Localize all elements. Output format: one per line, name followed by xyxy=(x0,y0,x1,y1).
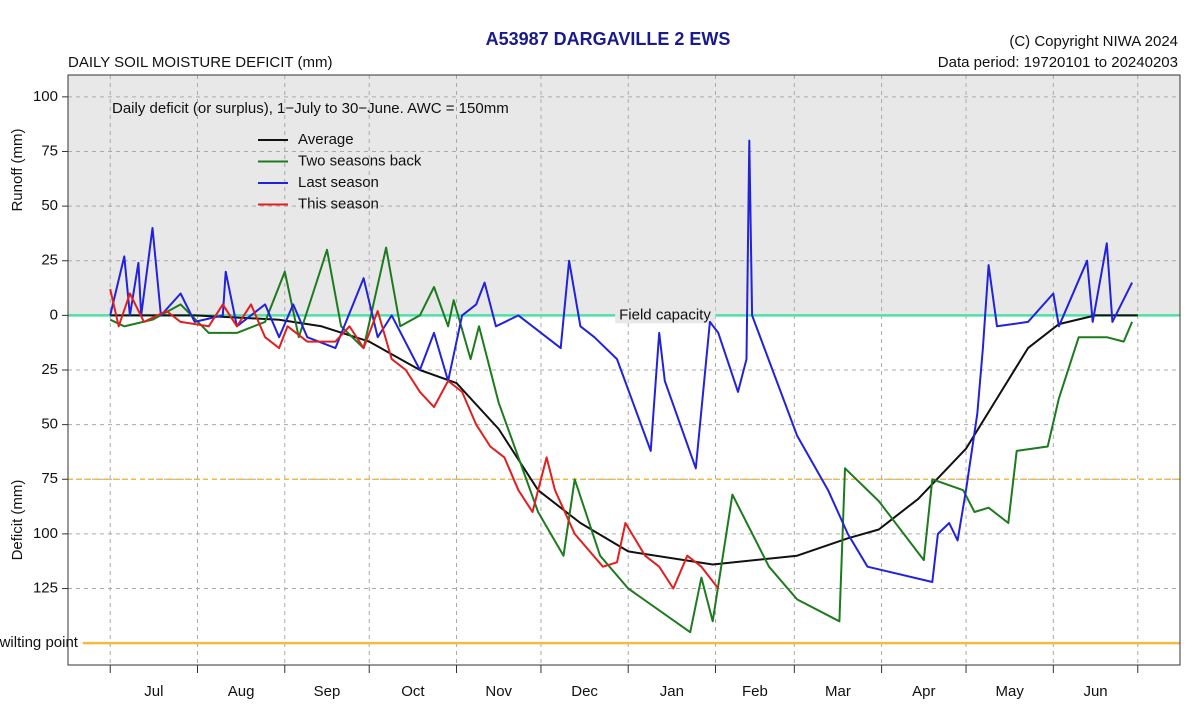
y-axis-label-deficit: Deficit (mm) xyxy=(9,480,26,561)
y-tick-label: 75 xyxy=(41,142,58,159)
chart-title: A53987 DARGAVILLE 2 EWS xyxy=(486,29,731,49)
legend-label: Two seasons back xyxy=(298,152,422,169)
reference-label: Permanent wilting point xyxy=(0,634,79,651)
chart-subtitle: DAILY SOIL MOISTURE DEFICIT (mm) xyxy=(68,54,332,71)
y-tick-label: 100 xyxy=(33,88,58,105)
x-tick-label: Feb xyxy=(742,683,768,700)
data-period: Data period: 19720101 to 20240203 xyxy=(938,54,1178,71)
x-tick-label: Aug xyxy=(228,683,255,700)
x-tick-label: Oct xyxy=(401,683,425,700)
copyright: (C) Copyright NIWA 2024 xyxy=(1009,33,1178,50)
y-tick-label: 75 xyxy=(41,470,58,487)
x-tick-label: Nov xyxy=(485,683,512,700)
y-tick-label: 125 xyxy=(33,579,58,596)
runoff-area xyxy=(68,75,1180,316)
x-tick-label: Apr xyxy=(912,683,935,700)
series-line xyxy=(109,139,1133,583)
series-line xyxy=(109,288,720,590)
reference-label-bg xyxy=(0,634,83,652)
x-tick-label: Mar xyxy=(825,683,851,700)
annotation: Daily deficit (or surplus), 1−July to 30… xyxy=(112,100,509,117)
reference-label: Field capacity xyxy=(619,306,711,323)
y-tick-label: 100 xyxy=(33,525,58,542)
x-tick-label: Jul xyxy=(144,683,163,700)
series-line xyxy=(110,314,1138,566)
x-tick-label: May xyxy=(996,683,1025,700)
y-tick-label: 50 xyxy=(41,416,58,433)
x-tick-label: Jan xyxy=(660,683,684,700)
x-tick-label: Sep xyxy=(314,683,341,700)
y-tick-label: 25 xyxy=(41,252,58,269)
y-tick-label: 25 xyxy=(41,361,58,378)
plot-frame xyxy=(67,74,1181,666)
x-tick-label: Jun xyxy=(1083,683,1107,700)
x-tick-label: Dec xyxy=(571,683,598,700)
reference-label-bg xyxy=(615,306,716,324)
legend-label: This season xyxy=(298,195,379,212)
legend-label: Average xyxy=(298,131,354,148)
y-axis-label-runoff: Runoff (mm) xyxy=(9,128,26,211)
legend-label: Last season xyxy=(298,174,379,191)
y-tick-label: 0 xyxy=(50,306,58,323)
y-tick-label: 50 xyxy=(41,197,58,214)
series-line xyxy=(109,246,1134,634)
